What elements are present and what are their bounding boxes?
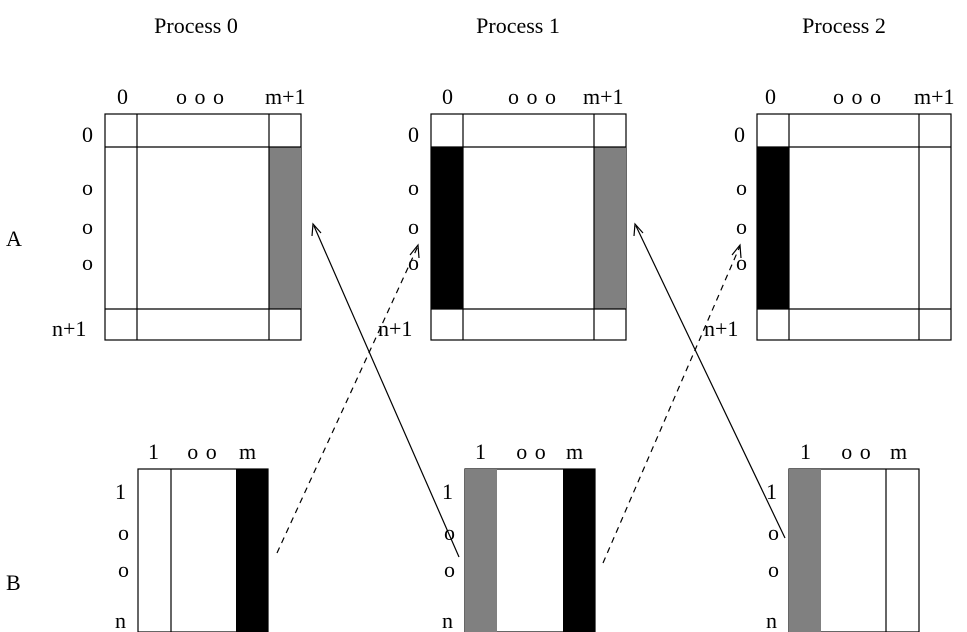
arrowhead <box>311 222 322 237</box>
row-label-dot: o <box>408 214 419 239</box>
send-arrow-dashed <box>602 245 741 564</box>
row-label-dot: o <box>82 175 93 200</box>
row-label-a: A <box>6 226 22 251</box>
arrowhead <box>409 243 420 259</box>
send-arrow-dashed <box>276 245 419 554</box>
row-label-dot: o <box>736 175 747 200</box>
col-label-dots: o o <box>841 439 871 464</box>
row-label-last: n <box>766 608 777 632</box>
row-label-first: 0 <box>82 122 93 147</box>
boundary-column-left <box>465 469 497 632</box>
boundary-column-right <box>236 469 268 632</box>
col-label-last: m+1 <box>914 84 955 109</box>
ghost-column-left <box>757 147 789 309</box>
col-label-last: m+1 <box>583 84 624 109</box>
col-label-first: 0 <box>442 84 453 109</box>
col-label-last: m+1 <box>265 84 306 109</box>
boundary-column-left <box>789 469 821 632</box>
matrix-a-process-1: 0 o o o m+1 0 o o o n+1 <box>378 84 627 341</box>
send-arrow-solid <box>313 225 460 558</box>
process-title-2: Process 2 <box>802 13 886 38</box>
row-label-last: n <box>442 608 453 632</box>
col-label-first: 1 <box>148 439 159 464</box>
col-label-dots: o o o <box>508 84 556 109</box>
col-label-first: 1 <box>475 439 486 464</box>
ghost-column-left <box>431 147 463 309</box>
row-label-first: 1 <box>766 479 777 504</box>
col-label-last: m <box>890 439 907 464</box>
col-label-last: m <box>566 439 583 464</box>
arrowhead <box>731 243 742 259</box>
matrix-a-process-0: 0 o o o m+1 0 o o o n+1 <box>52 84 306 341</box>
matrix-a-process-2: 0 o o o m+1 0 o o o n+1 <box>704 84 955 341</box>
col-label-dots: o o <box>516 439 546 464</box>
send-arrow-solid <box>635 225 786 539</box>
col-label-last: m <box>239 439 256 464</box>
row-label-dot: o <box>82 214 93 239</box>
row-label-last: n+1 <box>704 316 738 341</box>
row-label-dot: o <box>408 250 419 275</box>
ghost-column-right <box>269 147 301 309</box>
ghost-column-right <box>594 147 626 309</box>
matrix-b-process-1: 1 o o m 1 o o n <box>442 439 596 632</box>
row-label-first: 0 <box>408 122 419 147</box>
process-title-1: Process 1 <box>476 13 560 38</box>
row-label-first: 1 <box>115 479 126 504</box>
col-label-dots: o o o <box>833 84 881 109</box>
row-label-dot: o <box>736 214 747 239</box>
row-label-b: B <box>6 570 21 595</box>
row-label-dot: o <box>736 250 747 275</box>
row-label-dot: o <box>118 557 129 582</box>
col-label-first: 0 <box>117 84 128 109</box>
process-title-0: Process 0 <box>154 13 238 38</box>
row-label-dot: o <box>444 557 455 582</box>
row-label-dot: o <box>118 520 129 545</box>
col-label-first: 0 <box>765 84 776 109</box>
communication-arrows <box>276 222 786 564</box>
arrowhead <box>633 222 644 237</box>
row-label-first: 1 <box>442 479 453 504</box>
row-label-dot: o <box>768 557 779 582</box>
row-label-dot: o <box>768 520 779 545</box>
row-label-first: 0 <box>734 122 745 147</box>
row-label-last: n <box>115 608 126 632</box>
col-label-dots: o o o <box>176 84 224 109</box>
row-label-last: n+1 <box>378 316 412 341</box>
matrix-b-process-2: 1 o o m 1 o o n <box>766 439 920 632</box>
row-label-dot: o <box>408 175 419 200</box>
row-label-last: n+1 <box>52 316 86 341</box>
col-label-first: 1 <box>800 439 811 464</box>
row-label-dot: o <box>82 250 93 275</box>
col-label-dots: o o <box>187 439 217 464</box>
row-label-dot: o <box>444 520 455 545</box>
boundary-column-right <box>563 469 595 632</box>
matrix-b-process-0: 1 o o m 1 o o n <box>115 439 269 632</box>
